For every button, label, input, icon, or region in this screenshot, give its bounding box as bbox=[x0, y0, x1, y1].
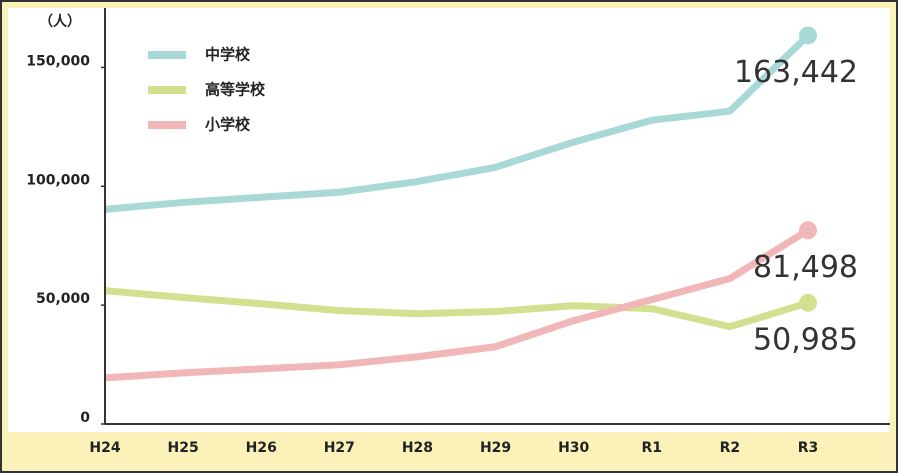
y-tick-label: 150,000 bbox=[26, 53, 90, 69]
x-tick-label: H25 bbox=[168, 440, 199, 456]
end-marker bbox=[799, 293, 817, 312]
x-tick-label: H27 bbox=[324, 440, 355, 456]
series-line bbox=[104, 227, 810, 382]
value-label: 50,985 bbox=[753, 322, 858, 357]
y-tick-label: 0 bbox=[80, 410, 90, 426]
y-tick-label: 50,000 bbox=[36, 291, 90, 307]
end-marker bbox=[799, 221, 817, 240]
x-tick-label: H29 bbox=[480, 440, 511, 456]
x-tick-label: H24 bbox=[89, 440, 120, 456]
series-line bbox=[104, 32, 811, 213]
legend-label: 高等学校 bbox=[205, 81, 266, 99]
value-label: 163,442 bbox=[734, 55, 858, 90]
plot-panel bbox=[8, 8, 890, 432]
x-tick-label: R2 bbox=[720, 440, 741, 456]
end-marker bbox=[799, 26, 817, 45]
x-tick-label: H30 bbox=[558, 440, 589, 456]
x-tick-label: R1 bbox=[642, 440, 663, 456]
legend-label: 中学校 bbox=[205, 46, 251, 64]
x-tick-label: H26 bbox=[246, 440, 277, 456]
y-tick-label: 100,000 bbox=[26, 172, 90, 188]
series-line bbox=[104, 287, 810, 331]
value-label: 81,498 bbox=[753, 250, 858, 285]
y-unit: （人） bbox=[39, 13, 81, 30]
x-tick-label: R3 bbox=[798, 440, 819, 456]
legend-label: 小学校 bbox=[205, 116, 251, 134]
x-tick-label: H28 bbox=[402, 440, 433, 456]
